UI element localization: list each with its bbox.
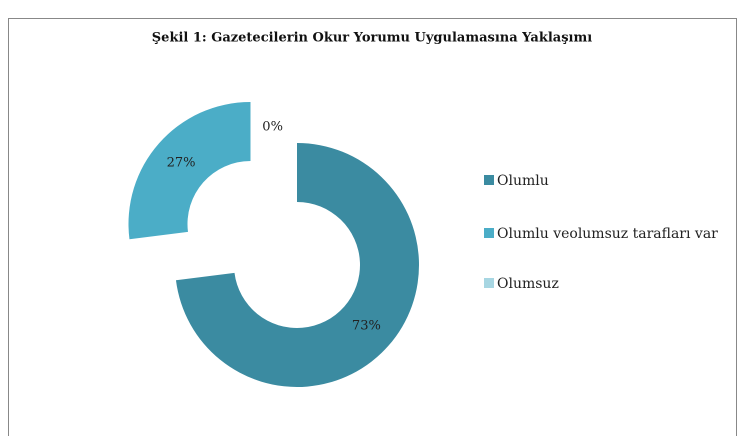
legend-label: Olumlu veolumsuz tarafları var (497, 226, 718, 242)
data-label: 27% (167, 155, 196, 170)
legend-label: Olumlu (497, 173, 549, 189)
data-label: 0% (262, 120, 283, 135)
legend-swatch (484, 175, 494, 185)
donut-slice (175, 143, 420, 387)
legend-swatch (484, 278, 494, 288)
legend-label: Olumsuz (497, 276, 559, 292)
legend-item: Olumlu veolumsuz tarafları var (484, 225, 734, 243)
chart-title: Şekil 1: Gazetecilerin Okur Yorumu Uygul… (152, 31, 592, 46)
legend-item: Olumsuz (484, 275, 734, 293)
legend-swatch (484, 228, 494, 238)
donut-slice (128, 101, 251, 240)
legend-item: Olumlu (484, 172, 734, 190)
data-label: 73% (352, 319, 381, 334)
